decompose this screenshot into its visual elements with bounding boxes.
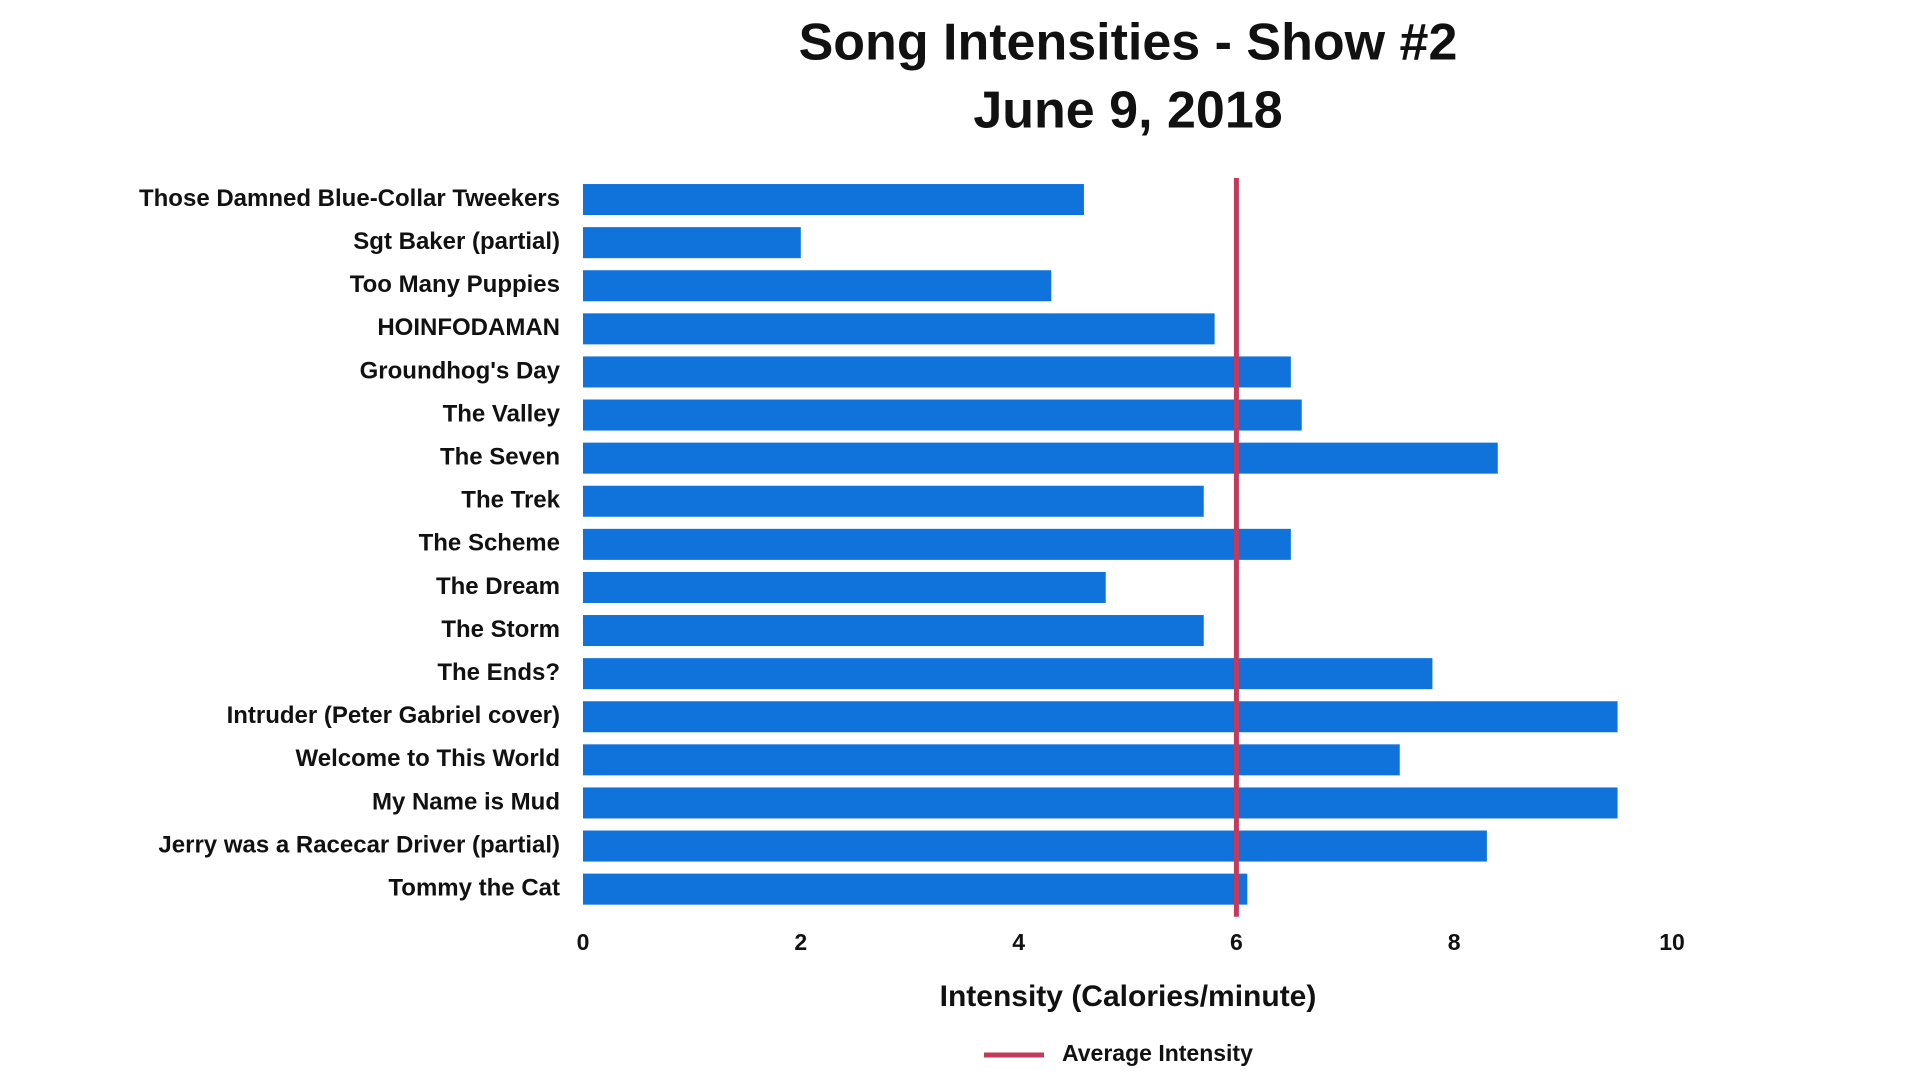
x-tick-label: 4: [1012, 929, 1025, 955]
bar: [583, 701, 1618, 733]
legend-label: Average Intensity: [1062, 1040, 1253, 1066]
bar: [583, 227, 801, 259]
y-tick-label: HOINFODAMAN: [377, 314, 560, 341]
x-axis-title: Intensity (Calories/minute): [940, 980, 1317, 1013]
y-tick-label: Groundhog's Day: [360, 357, 561, 384]
bar: [583, 787, 1618, 819]
y-tick-label: Welcome to This World: [296, 745, 560, 772]
y-tick-label: My Name is Mud: [372, 788, 560, 815]
y-tick-label: The Dream: [436, 573, 560, 600]
bar: [583, 184, 1084, 216]
bar: [583, 485, 1204, 517]
y-tick-label: The Scheme: [419, 530, 560, 557]
y-tick-label: Sgt Baker (partial): [353, 228, 560, 255]
x-tick-label: 8: [1448, 929, 1461, 955]
bar: [583, 571, 1106, 603]
bar: [583, 270, 1052, 302]
y-tick-label: Those Damned Blue-Collar Tweekers: [139, 185, 560, 212]
bar: [583, 744, 1400, 776]
y-tick-label: Too Many Puppies: [350, 271, 560, 298]
x-tick-label: 0: [577, 929, 590, 955]
chart-title: Song Intensities - Show #2: [799, 14, 1458, 72]
y-tick-label: Intruder (Peter Gabriel cover): [227, 702, 560, 729]
chart-subtitle: June 9, 2018: [973, 82, 1282, 140]
y-tick-label: Jerry was a Racecar Driver (partial): [158, 831, 560, 858]
y-tick-label: The Trek: [461, 487, 560, 514]
bar: [583, 399, 1302, 431]
bar: [583, 873, 1248, 905]
bar: [583, 313, 1215, 345]
x-tick-label: 2: [794, 929, 807, 955]
x-tick-label: 10: [1659, 929, 1685, 955]
y-tick-label: The Seven: [440, 443, 560, 470]
bar: [583, 830, 1487, 862]
bar: [583, 356, 1291, 388]
y-tick-label: The Valley: [443, 400, 561, 427]
bar: [583, 658, 1433, 690]
y-tick-label: The Storm: [441, 616, 560, 643]
bar: [583, 615, 1204, 647]
bar: [583, 442, 1498, 474]
bar: [583, 528, 1291, 560]
y-tick-label: The Ends?: [437, 659, 560, 686]
x-tick-label: 6: [1230, 929, 1243, 955]
y-tick-label: Tommy the Cat: [388, 874, 560, 901]
